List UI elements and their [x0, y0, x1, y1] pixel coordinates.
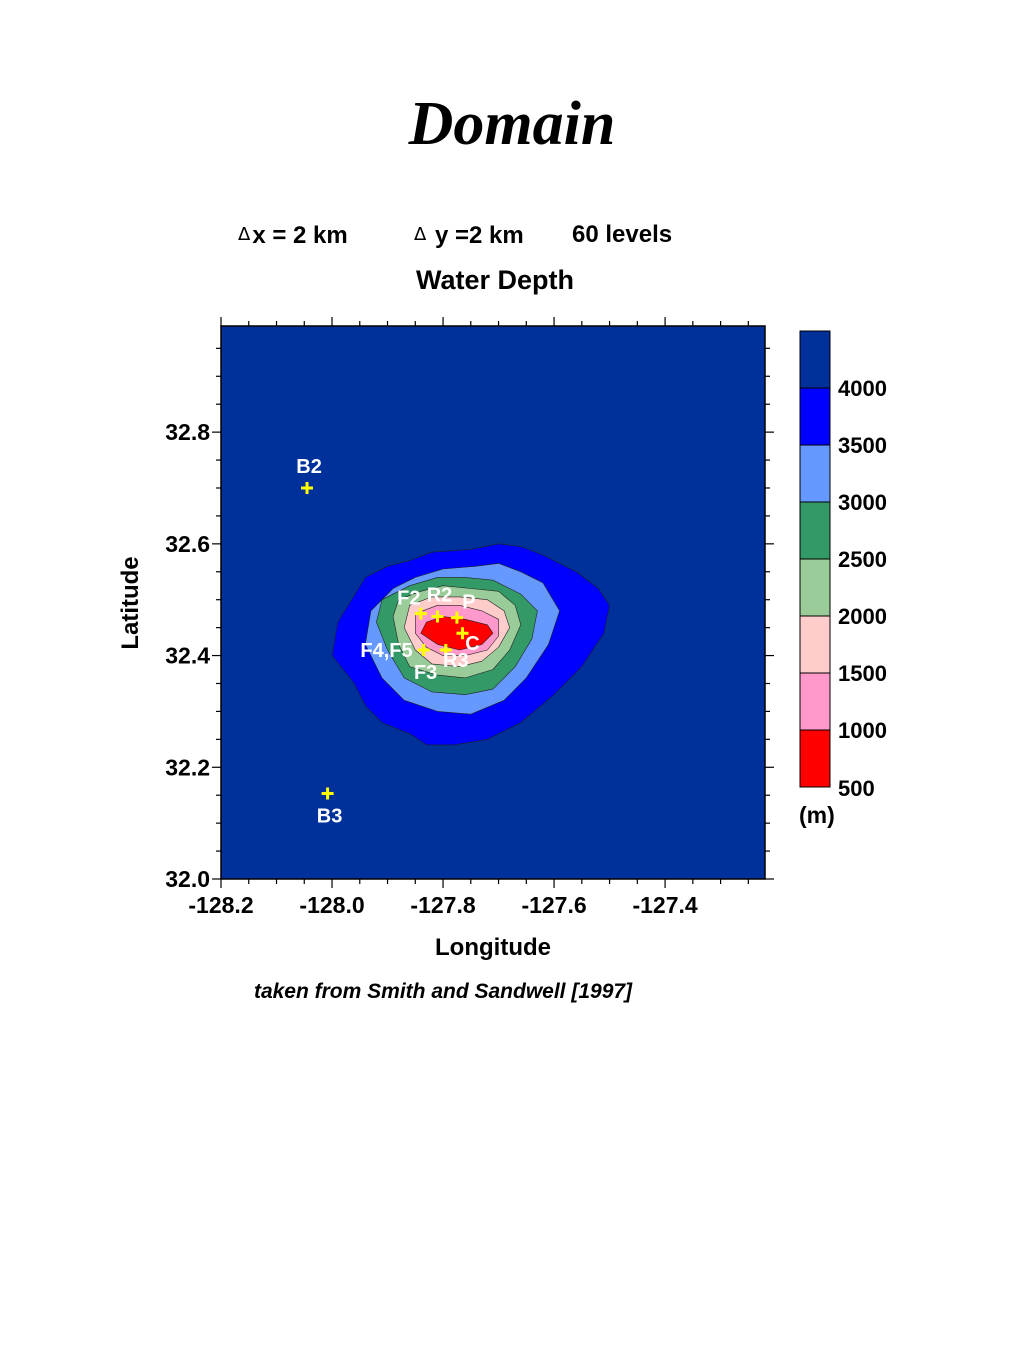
colorbar-band	[799, 729, 831, 788]
y-tick-label: 32.4	[165, 643, 210, 669]
station-label: F3	[414, 662, 437, 684]
dy-info: Δ y =2 km	[414, 220, 524, 251]
colorbar-label: 2500	[838, 547, 887, 572]
colorbar-band	[799, 615, 831, 674]
y-tick-label: 32.6	[165, 531, 210, 557]
dx-info: Δx = 2 km	[238, 220, 348, 251]
station-marker	[439, 643, 452, 656]
colorbar: 4000 3500 3000 2500 2000 1500 1000 500(m)	[799, 330, 887, 828]
source-note: taken from Smith and Sandwell [1997]	[253, 980, 633, 1003]
colorbar-band	[799, 501, 831, 560]
station-label: B3	[317, 806, 343, 828]
y-tick-label: 32.0	[165, 866, 210, 892]
page-title: Domain	[408, 90, 616, 158]
dx-text: x = 2 km	[252, 222, 348, 249]
station-label: F4,F5	[360, 640, 412, 662]
station-marker	[301, 481, 314, 494]
y-tick-label: 32.2	[165, 754, 210, 780]
levels-info: 60 levels	[572, 221, 673, 248]
station-marker	[321, 787, 334, 800]
x-tick-label: -128.0	[299, 892, 364, 918]
station-label: F2	[397, 588, 420, 610]
station-label: R3	[443, 650, 469, 672]
delta-symbol: Δ	[414, 224, 427, 245]
colorbar-band	[799, 444, 831, 503]
station-marker	[456, 627, 469, 640]
station-marker	[417, 643, 430, 656]
colorbar-label: 3500	[838, 433, 887, 458]
station-label: R2	[427, 584, 453, 606]
colorbar-band	[799, 330, 831, 389]
colorbar-unit: (m)	[799, 802, 835, 828]
y-tick-label: 32.8	[165, 419, 210, 445]
chart-title: Water Depth	[415, 265, 574, 295]
colorbar-label: 2000	[838, 604, 887, 629]
station-marker	[431, 610, 444, 623]
x-tick-label: -128.2	[188, 892, 253, 918]
dy-text: y =2 km	[435, 222, 524, 249]
plot-frame	[220, 325, 766, 880]
axes: -128.2 -128.0 -127.8 -127.6 -127.4 32.0 32.2 32…	[165, 317, 774, 918]
station-marker	[450, 611, 463, 624]
colorbar-label: 500	[838, 776, 875, 801]
x-axis-label: Longitude	[435, 934, 551, 961]
x-tick-label: -127.6	[521, 892, 586, 918]
colorbar-label: 3000	[838, 490, 887, 515]
station-label: B2	[296, 456, 322, 478]
colorbar-label: 1500	[838, 661, 887, 686]
delta-symbol: Δ	[238, 224, 251, 245]
x-tick-label: -127.4	[632, 892, 697, 918]
colorbar-band	[799, 558, 831, 617]
station-label: C	[465, 633, 479, 655]
y-axis-label: Latitude	[117, 556, 144, 649]
station-marker	[414, 607, 427, 620]
x-tick-label: -127.8	[410, 892, 475, 918]
colorbar-label: 1000	[838, 718, 887, 743]
colorbar-label: 4000	[838, 376, 887, 401]
colorbar-band	[799, 672, 831, 731]
station-label: P	[462, 592, 475, 614]
colorbar-band	[799, 387, 831, 446]
